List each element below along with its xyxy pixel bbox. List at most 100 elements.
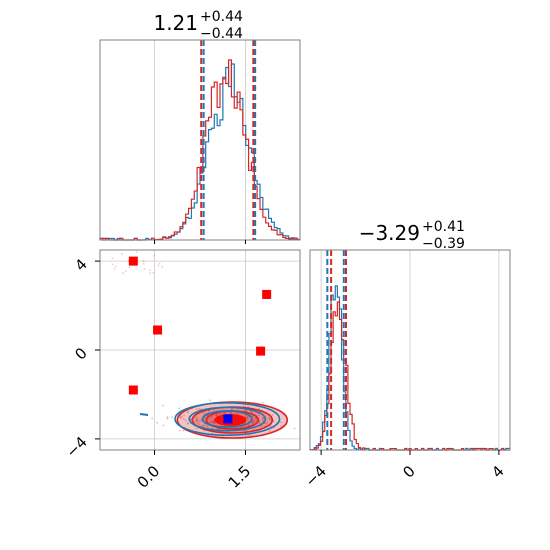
sample-point bbox=[252, 421, 255, 424]
red-marker-1 bbox=[262, 289, 272, 299]
param-2-title-minus: −0.39 bbox=[422, 236, 465, 252]
sample-point bbox=[122, 272, 124, 275]
sample-point bbox=[183, 414, 185, 417]
sample-point bbox=[196, 418, 199, 421]
sample-point bbox=[187, 422, 190, 425]
sample-point bbox=[212, 421, 215, 424]
sample-point bbox=[269, 418, 272, 421]
sample-point bbox=[171, 416, 173, 419]
sample-point bbox=[209, 421, 212, 424]
sample-point bbox=[213, 422, 216, 424]
sample-point bbox=[230, 408, 233, 411]
sample-point bbox=[211, 421, 214, 423]
sample-point bbox=[195, 419, 198, 421]
sample-point bbox=[261, 401, 264, 404]
sample-point bbox=[187, 411, 189, 414]
sample-point bbox=[162, 404, 164, 407]
sample-point bbox=[198, 423, 200, 425]
histogram-param-1-red bbox=[99, 59, 300, 241]
sample-point bbox=[182, 418, 185, 421]
sample-point bbox=[166, 417, 169, 420]
sample-point bbox=[251, 423, 254, 425]
sample-point bbox=[223, 411, 226, 414]
sample-point bbox=[255, 417, 257, 420]
sample-point bbox=[196, 419, 199, 421]
sample-point bbox=[224, 412, 227, 415]
sample-point bbox=[212, 414, 215, 417]
sample-point bbox=[250, 411, 253, 413]
sample-point bbox=[230, 411, 233, 414]
sample-point bbox=[112, 263, 114, 266]
sample-point bbox=[203, 412, 205, 414]
param-1-title-plus: +0.44 bbox=[200, 9, 243, 25]
sample-point bbox=[258, 419, 261, 422]
sample-point bbox=[255, 417, 257, 420]
sample-point bbox=[262, 416, 265, 419]
sample-point bbox=[213, 408, 216, 411]
param-2-title-plus: +0.41 bbox=[422, 219, 465, 235]
sample-point bbox=[113, 268, 116, 270]
joint-distribution-panel: 0.0 1.5 −4 0 4 bbox=[62, 249, 301, 492]
sample-point bbox=[166, 416, 169, 418]
sample-point bbox=[205, 424, 208, 427]
red-marker-3 bbox=[256, 346, 266, 356]
sample-point bbox=[111, 257, 114, 260]
density-contours bbox=[139, 401, 289, 439]
param-1-title-minus: −0.44 bbox=[200, 26, 243, 42]
sample-point bbox=[204, 416, 207, 419]
sample-point bbox=[135, 251, 138, 254]
sample-point bbox=[229, 412, 232, 414]
sample-point bbox=[162, 424, 165, 427]
sample-point bbox=[209, 399, 212, 402]
sample-point bbox=[182, 429, 185, 432]
sample-point bbox=[194, 416, 197, 419]
sample-point bbox=[216, 413, 219, 416]
sample-point bbox=[186, 423, 189, 425]
sample-point bbox=[212, 418, 214, 421]
joint-xtick-label-1: 1.5 bbox=[225, 462, 255, 492]
sample-point bbox=[151, 417, 154, 420]
sample-point bbox=[258, 422, 261, 425]
sample-point bbox=[158, 262, 161, 265]
sample-point bbox=[152, 272, 155, 274]
sample-point bbox=[280, 421, 283, 424]
sample-point bbox=[190, 419, 192, 421]
sample-point bbox=[195, 419, 198, 421]
sample-point bbox=[203, 419, 206, 421]
sample-point bbox=[220, 424, 223, 427]
sample-point bbox=[197, 420, 200, 423]
histogram-param-1-blue bbox=[99, 63, 300, 241]
sample-point bbox=[268, 417, 271, 419]
sample-point bbox=[245, 416, 248, 419]
red-marker-0 bbox=[128, 256, 138, 266]
sample-point bbox=[148, 269, 151, 271]
joint-ytick-label-0: −4 bbox=[62, 433, 90, 461]
sample-point bbox=[258, 421, 261, 424]
sample-point bbox=[121, 252, 123, 255]
sample-point bbox=[208, 410, 210, 413]
hist2-xtick-label-1: 0 bbox=[399, 462, 418, 481]
sample-point bbox=[249, 410, 252, 413]
sample-point bbox=[246, 417, 248, 419]
sample-point bbox=[142, 260, 145, 263]
hist2-xtick-label-2: 4 bbox=[488, 462, 507, 481]
red-marker-2 bbox=[153, 325, 163, 335]
sample-point bbox=[218, 413, 221, 416]
sample-point bbox=[206, 426, 209, 428]
sample-point bbox=[161, 265, 164, 268]
joint-ytick-label-1: 0 bbox=[71, 344, 90, 363]
sample-point bbox=[212, 421, 215, 424]
sample-point bbox=[271, 414, 274, 416]
sample-point bbox=[143, 268, 146, 270]
sample-point bbox=[215, 414, 217, 416]
sample-point bbox=[250, 410, 253, 413]
sample-point bbox=[265, 422, 268, 425]
sample-point bbox=[252, 421, 255, 424]
sample-point bbox=[212, 420, 215, 422]
sample-point bbox=[211, 415, 214, 418]
hist2-xtick-label-0: −4 bbox=[302, 462, 330, 490]
histogram-param-1-frame bbox=[99, 39, 301, 241]
sample-point bbox=[210, 420, 213, 423]
sample-point bbox=[272, 420, 275, 422]
sample-point bbox=[124, 270, 127, 272]
